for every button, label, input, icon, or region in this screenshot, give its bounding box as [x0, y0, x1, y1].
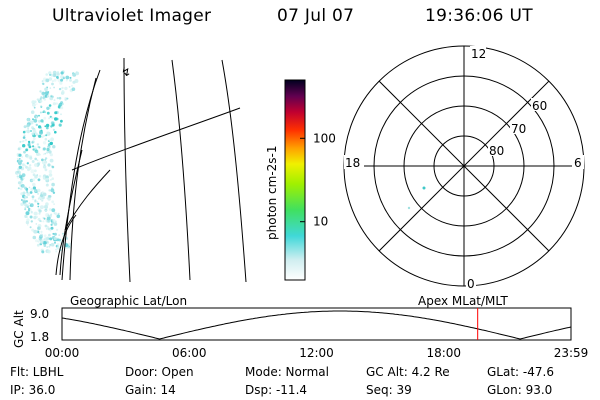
mlt-label-18: 18	[345, 156, 360, 170]
date-label: 07 Jul 07	[277, 6, 355, 26]
altitude-x-tick-label: 23:59	[554, 346, 589, 360]
geographic-label: Geographic Lat/Lon	[70, 294, 188, 308]
colorbar-tick-label: 10	[313, 215, 328, 229]
door-value: Door: Open	[125, 365, 194, 379]
auroral-emission	[15, 70, 80, 254]
mlat-label-80: 80	[489, 144, 504, 158]
altitude-x-tick-label: 06:00	[172, 346, 207, 360]
colorbar-label: photon cm-2s-1	[265, 146, 279, 241]
mlat-label-70: 70	[511, 122, 526, 136]
mlt-label-6: 6	[574, 156, 582, 170]
altitude-ylabel: GC Alt	[12, 310, 26, 348]
apex-label: Apex MLat/MLT	[418, 294, 508, 308]
altitude-tick-min: 1.8	[30, 330, 49, 344]
orbit-marker: ↯	[121, 65, 131, 79]
altitude-tick-max: 9.0	[30, 307, 49, 321]
filter-value: Flt: LBHL	[10, 365, 64, 379]
time-label: 19:36:06 UT	[425, 6, 533, 26]
altitude-curve	[61, 310, 572, 340]
limb-curve	[59, 149, 83, 276]
gain-value: Gain: 14	[125, 383, 176, 397]
altitude-x-tick-label: 12:00	[299, 346, 334, 360]
mlat-label-60: 60	[532, 99, 547, 113]
colorbar-tick-label: 100	[313, 131, 336, 145]
mode-value: Mode: Normal	[245, 365, 329, 379]
mlt-label-12: 12	[471, 47, 486, 61]
limb-curve	[55, 214, 77, 276]
longitude-line	[171, 59, 191, 281]
longitude-line	[69, 77, 97, 281]
latitude-line	[64, 169, 111, 231]
dsp-value: Dsp: -11.4	[245, 383, 308, 397]
altitude-x-tick-label: 18:00	[426, 346, 461, 360]
longitude-line	[221, 59, 247, 283]
ip-value: IP: 36.0	[10, 383, 56, 397]
altitude-x-ticks: 00:00 06:00 12:00 18:00 23:59	[45, 346, 589, 360]
mlt-label-0: 0	[467, 277, 475, 291]
glat-value: GLat: -47.6	[487, 365, 554, 379]
altitude-plot-frame	[61, 307, 572, 341]
polar-diagonal	[378, 80, 550, 252]
longitude-line	[123, 57, 131, 283]
gc-alt-value: GC Alt: 4.2 Re	[366, 365, 450, 379]
instrument-title: Ultraviolet Imager	[52, 6, 212, 26]
colorbar-ticks: 100 10	[300, 131, 336, 229]
seq-value: Seq: 39	[366, 383, 412, 397]
altitude-x-tick-label: 00:00	[45, 346, 80, 360]
latitude-line	[71, 107, 241, 171]
glon-value: GLon: 93.0	[487, 383, 553, 397]
colorbar-gradient	[284, 79, 306, 281]
